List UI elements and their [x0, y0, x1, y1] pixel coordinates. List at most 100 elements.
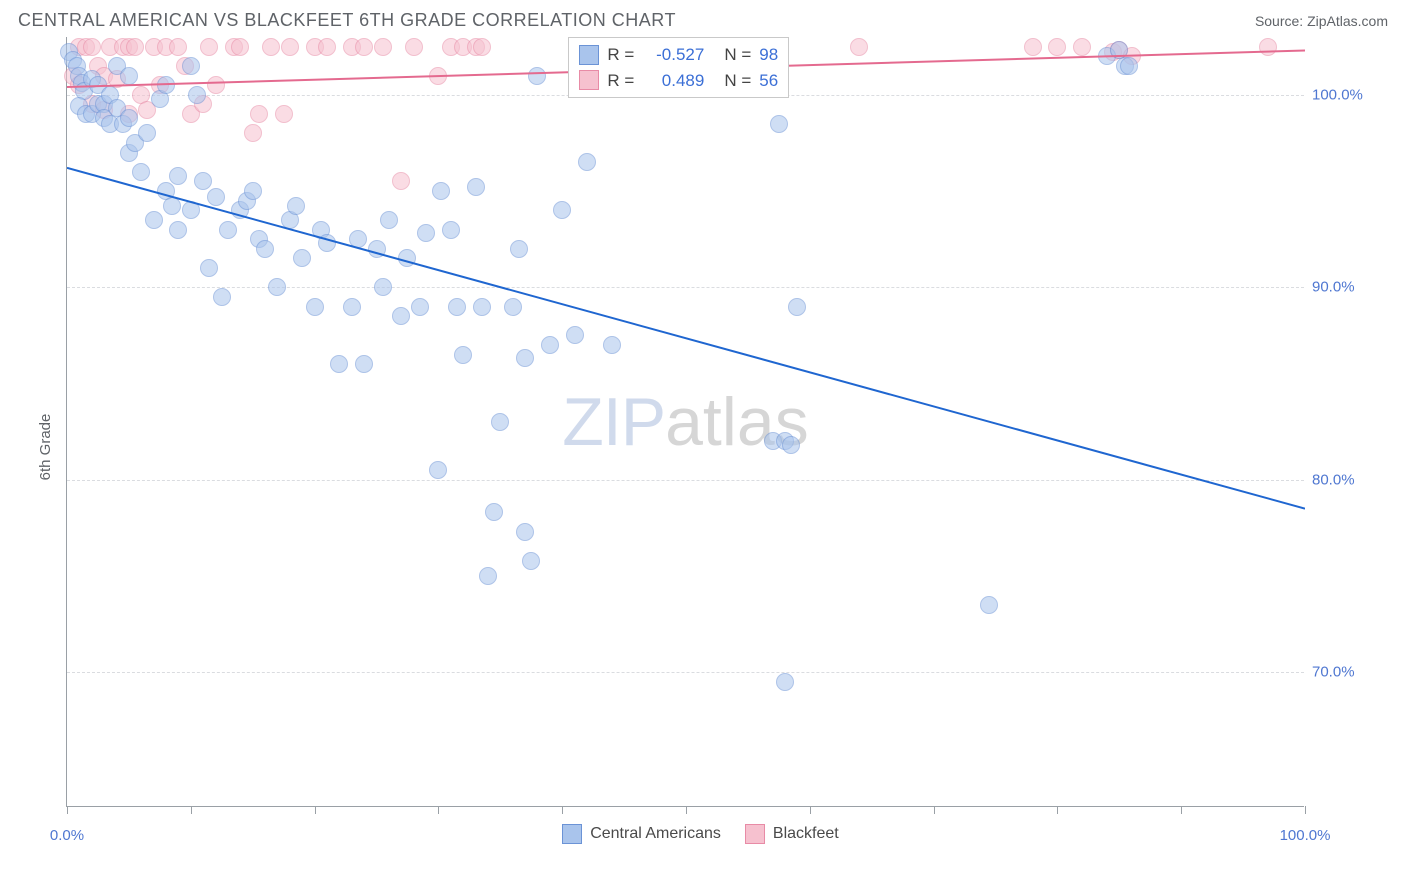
scatter-point [374, 38, 392, 56]
legend-n-value: 56 [759, 68, 778, 94]
scatter-point [219, 221, 237, 239]
scatter-point [432, 182, 450, 200]
x-tick [438, 806, 439, 814]
scatter-point [417, 224, 435, 242]
scatter-point [776, 673, 794, 691]
series-legend-label: Blackfeet [773, 825, 839, 843]
scatter-point [343, 298, 361, 316]
gridline [67, 480, 1304, 481]
scatter-point [281, 38, 299, 56]
scatter-point [479, 567, 497, 585]
x-tick [67, 806, 68, 814]
legend-r-label: R = [607, 42, 634, 68]
legend-swatch [579, 70, 599, 90]
source-attribution: Source: ZipAtlas.com [1255, 13, 1388, 29]
scatter-point [200, 259, 218, 277]
stats-legend: R =-0.527N =98R = 0.489 N = 56 [568, 37, 789, 98]
chart-area: 6th Grade ZIPatlas 70.0%80.0%90.0%100.0%… [18, 37, 1388, 857]
series-legend-label: Central Americans [590, 825, 721, 843]
scatter-point [516, 349, 534, 367]
scatter-point [374, 278, 392, 296]
scatter-point [1024, 38, 1042, 56]
series-legend-item: Blackfeet [745, 824, 839, 844]
x-tick [315, 806, 316, 814]
chart-header: CENTRAL AMERICAN VS BLACKFEET 6TH GRADE … [0, 0, 1406, 37]
scatter-point [368, 240, 386, 258]
scatter-point [169, 221, 187, 239]
scatter-point [268, 278, 286, 296]
scatter-point [231, 38, 249, 56]
legend-r-value: 0.489 [642, 68, 704, 94]
scatter-point [504, 298, 522, 316]
y-tick-label: 100.0% [1312, 86, 1372, 103]
y-axis-label: 6th Grade [37, 414, 54, 481]
scatter-point [1259, 38, 1277, 56]
scatter-point [169, 38, 187, 56]
scatter-point [467, 178, 485, 196]
scatter-point [553, 201, 571, 219]
scatter-point [318, 38, 336, 56]
scatter-point [182, 57, 200, 75]
scatter-point [1120, 57, 1138, 75]
x-tick [1305, 806, 1306, 814]
series-legend-item: Central Americans [562, 824, 721, 844]
scatter-point [244, 124, 262, 142]
scatter-point [473, 298, 491, 316]
scatter-point [275, 105, 293, 123]
scatter-point [83, 38, 101, 56]
scatter-point [157, 76, 175, 94]
gridline [67, 672, 1304, 673]
scatter-point [788, 298, 806, 316]
scatter-point [980, 596, 998, 614]
legend-r-label: R = [607, 68, 634, 94]
scatter-point [138, 124, 156, 142]
scatter-point [770, 115, 788, 133]
scatter-point [287, 197, 305, 215]
scatter-point [485, 503, 503, 521]
scatter-point [306, 298, 324, 316]
x-tick-label: 0.0% [50, 827, 84, 844]
scatter-point [491, 413, 509, 431]
scatter-point [522, 552, 540, 570]
x-tick [1181, 806, 1182, 814]
scatter-point [262, 38, 280, 56]
scatter-point [516, 523, 534, 541]
watermark-part1: ZIP [562, 384, 665, 460]
legend-swatch [579, 45, 599, 65]
x-tick-label: 100.0% [1280, 827, 1331, 844]
scatter-point [207, 188, 225, 206]
scatter-point [528, 67, 546, 85]
scatter-point [200, 38, 218, 56]
stats-legend-row: R =-0.527N =98 [579, 42, 778, 68]
scatter-point [330, 355, 348, 373]
scatter-point [355, 38, 373, 56]
legend-swatch [562, 824, 582, 844]
scatter-point [163, 197, 181, 215]
y-tick-label: 80.0% [1312, 471, 1372, 488]
scatter-point [207, 76, 225, 94]
x-tick [810, 806, 811, 814]
scatter-point [850, 38, 868, 56]
legend-n-label: N = [724, 68, 751, 94]
trend-lines [67, 37, 1305, 807]
scatter-point [392, 172, 410, 190]
scatter-point [250, 105, 268, 123]
plot-region: ZIPatlas 70.0%80.0%90.0%100.0%0.0%100.0%… [66, 37, 1304, 807]
scatter-point [448, 298, 466, 316]
scatter-point [126, 38, 144, 56]
scatter-point [120, 109, 138, 127]
scatter-point [244, 182, 262, 200]
y-tick-label: 70.0% [1312, 664, 1372, 681]
chart-title: CENTRAL AMERICAN VS BLACKFEET 6TH GRADE … [18, 10, 676, 31]
scatter-point [510, 240, 528, 258]
scatter-point [541, 336, 559, 354]
scatter-point [603, 336, 621, 354]
scatter-point [454, 346, 472, 364]
scatter-point [411, 298, 429, 316]
legend-n-label: N = [724, 42, 751, 68]
scatter-point [1073, 38, 1091, 56]
scatter-point [566, 326, 584, 344]
scatter-point [194, 172, 212, 190]
scatter-point [318, 234, 336, 252]
trend-line [67, 168, 1305, 509]
